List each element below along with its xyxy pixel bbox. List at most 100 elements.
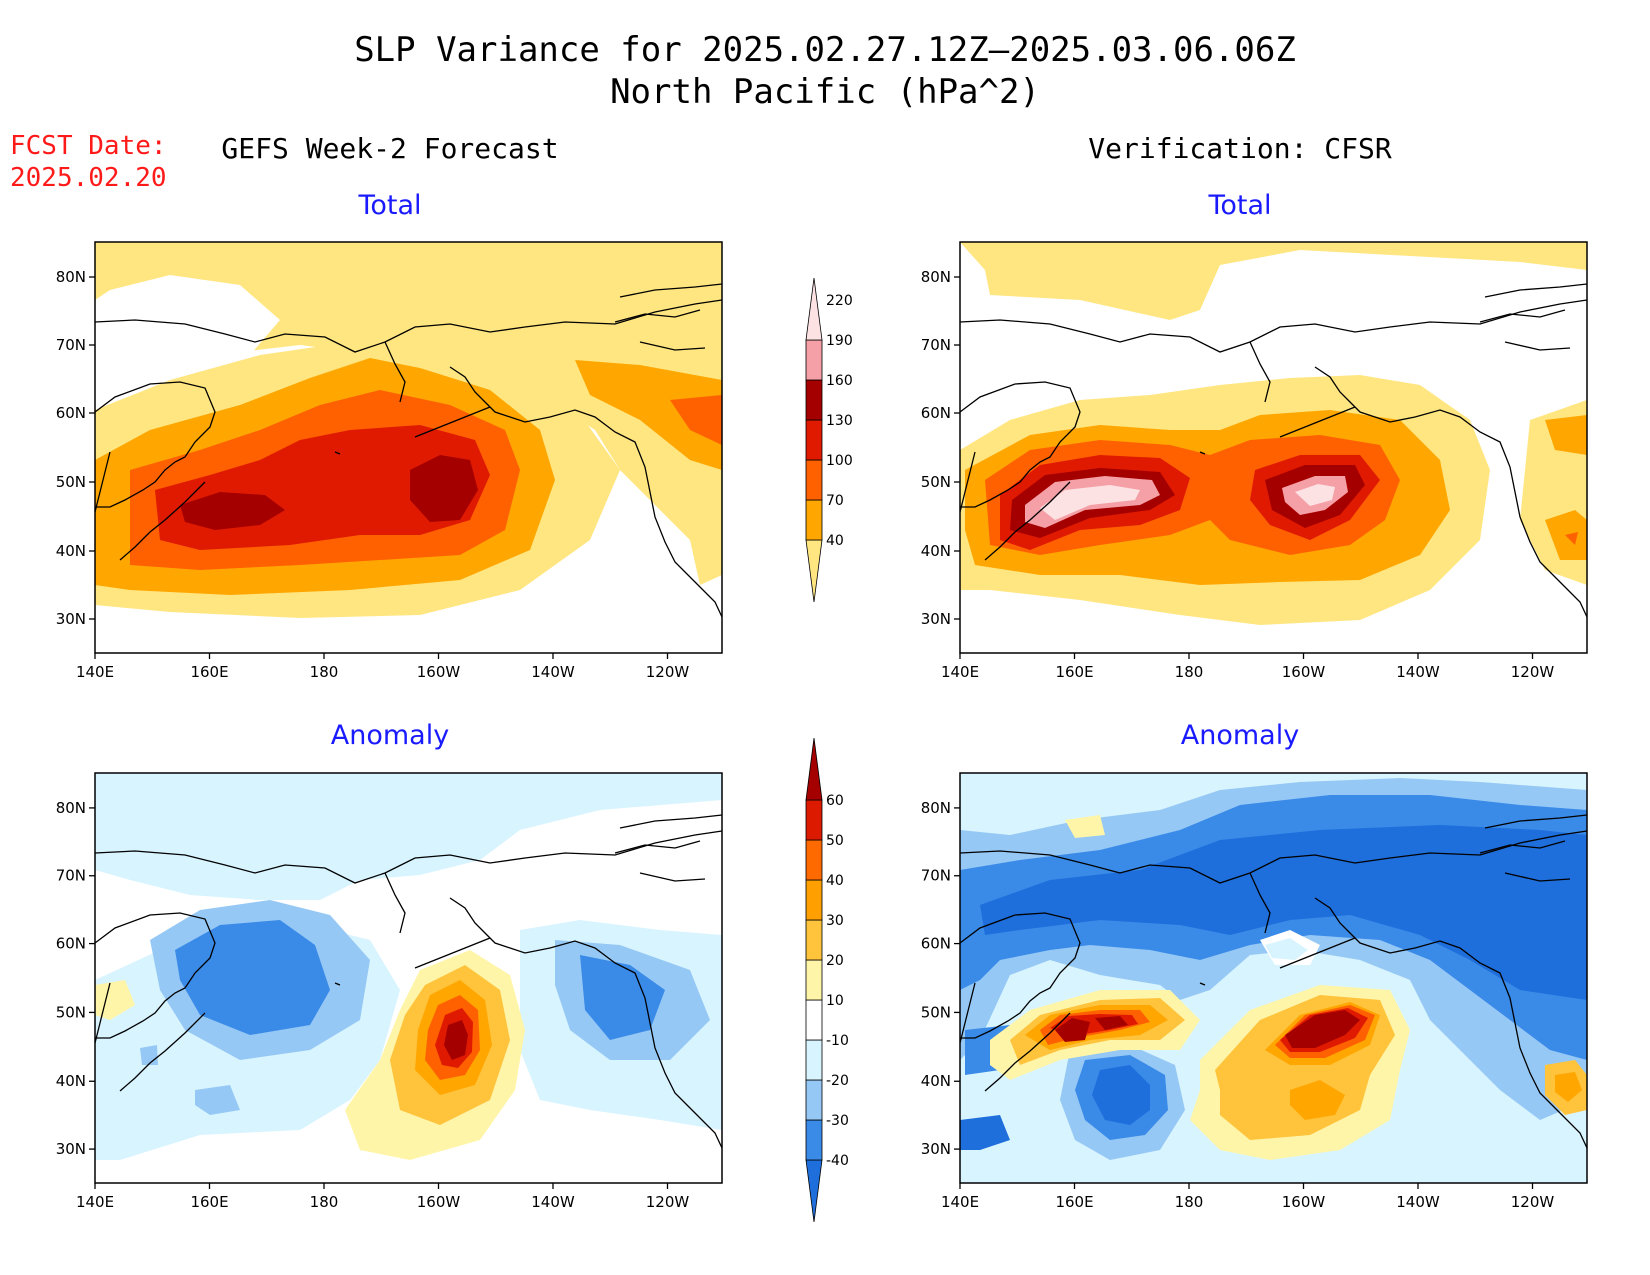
colorbar-anomaly-swatch-7 [805,879,823,921]
br-dred-east [1285,1010,1360,1048]
colorbar-anomaly-swatch-5 [805,959,823,1001]
lon-label-br-1: 160E [1055,1193,1093,1211]
colorbar-anomaly-level-9: 60 [826,793,844,809]
br-dred-west [1055,1018,1090,1042]
colorbar-anomaly-level-4: 10 [826,993,844,1009]
lon-label-br-2: 180 [1175,1193,1204,1211]
panel-title-gefs-anomaly: Anomaly [330,720,450,751]
colorbar-total-swatch-6 [805,277,823,341]
main-title: SLP Variance for 2025.02.27.12Z–2025.03.… [354,30,1296,70]
colorbar-anomaly-swatch-10 [805,737,823,801]
lat-label-tl-1: 40N [56,542,86,560]
bl-dred [444,1020,468,1060]
lat-label-tr-3: 60N [921,404,951,422]
frame-tr [959,241,1588,654]
colorbar-total-level-3: 130 [826,413,853,429]
lon-label-br-0: 140E [941,1193,979,1211]
lat-label-bl-2: 50N [56,1003,86,1021]
colorbar-total-swatch-5 [805,339,823,381]
colorbar-anomaly-level-2: -20 [826,1073,849,1089]
lon-label-tl-0: 140E [76,663,114,681]
lon-label-bl-1: 160E [190,1193,228,1211]
bl-yellow-small [95,980,135,1020]
colorbar-total-level-2: 100 [826,453,853,469]
br-orange-blob [1290,1080,1345,1120]
tl-dred-west [180,492,285,530]
lon-label-br-3: 160W [1282,1193,1326,1211]
axes-layer: 140E 160E 180 160W 140W 120W 30N 40N 50N 60N 70N 80… [56,268,1555,1211]
lon-label-tl-4: 140W [531,663,575,681]
lat-label-tr-1: 40N [921,542,951,560]
lat-label-tl-3: 60N [56,404,86,422]
lon-label-bl-3: 160W [417,1193,461,1211]
lat-label-bl-5: 80N [56,799,86,817]
frame-tl [94,241,723,654]
br-dred-west2 [1095,1016,1128,1030]
right-column-title: Verification: CFSR [1088,132,1392,165]
frame-bl [94,772,723,1184]
fcst-date: 2025.02.20 [10,163,167,193]
lat-label-br-5: 80N [921,799,951,817]
lon-label-tl-3: 160W [417,663,461,681]
lat-label-tr-0: 30N [921,610,951,628]
tl-white-cut [95,275,280,410]
colorbar-total-swatch-2 [805,459,823,501]
colorbar-total-swatch-1 [805,499,823,541]
lat-label-br-1: 40N [921,1072,951,1090]
bl-mblue-east [580,955,665,1040]
panel-title-cfsr-anomaly: Anomaly [1180,720,1300,751]
colorbar-total-level-1: 70 [826,493,844,509]
colorbar-total-level-6: 220 [826,293,853,309]
lon-label-tr-2: 180 [1175,663,1204,681]
panel-title-gefs-total: Total [358,190,422,221]
colorbar-anomaly-swatch-9 [805,799,823,841]
tl-dorange-east [670,395,722,445]
lat-label-bl-3: 60N [56,935,86,953]
colorbar-anomaly-swatch-0 [805,1159,823,1223]
lat-label-bl-0: 30N [56,1140,86,1158]
map-panel-gefs-total [95,242,722,653]
tr-lpink-east [1295,484,1335,506]
map-panel-gefs-anomaly [95,773,722,1183]
lon-label-bl-2: 180 [310,1193,339,1211]
lon-label-tl-1: 160E [190,663,228,681]
colorbar-total-level-5: 190 [826,333,853,349]
tr-lpink [1040,485,1140,520]
lat-label-tl-5: 80N [56,268,86,286]
br-orange-far-east [1555,1072,1582,1102]
tl-dred-east [410,455,478,522]
lat-label-br-2: 50N [921,1003,951,1021]
colorbar-anomaly-level-8: 50 [826,833,844,849]
bl-cyan-top [95,773,722,900]
lat-label-br-0: 30N [921,1140,951,1158]
lat-label-bl-1: 40N [56,1072,86,1090]
lat-label-tr-4: 70N [921,336,951,354]
map-panel-cfsr-total [960,242,1587,653]
colorbar-layer: 40 70 100 130 160 190 220 -40 -30 -20 -10 10 20 30 40 5… [805,277,853,1223]
lon-label-bl-0: 140E [76,1193,114,1211]
lat-label-bl-4: 70N [56,867,86,885]
colorbar-anomaly-swatch-6 [805,919,823,961]
colorbar-anomaly-level-7: 40 [826,873,844,889]
colorbar-anomaly-level-0: -40 [826,1153,849,1169]
lat-label-tr-2: 50N [921,473,951,491]
left-column-title: GEFS Week-2 Forecast [221,132,559,165]
colorbar-anomaly-level-3: -10 [826,1033,849,1049]
colorbar-anomaly-swatch-1 [805,1119,823,1161]
lon-label-tr-4: 140W [1396,663,1440,681]
colorbar-anomaly-level-6: 30 [826,913,844,929]
br-yellow-top [1065,815,1105,838]
tr-orange-east [1545,415,1587,455]
lon-label-bl-5: 120W [646,1193,690,1211]
lon-label-bl-4: 140W [531,1193,575,1211]
frame-br [959,772,1588,1184]
colorbar-total-swatch-3 [805,419,823,461]
br-cyan-cut [1265,938,1308,960]
tl-orange-east [575,360,722,470]
panel-title-cfsr-total: Total [1208,190,1272,221]
lon-label-tr-5: 120W [1511,663,1555,681]
lat-label-br-3: 60N [921,935,951,953]
lon-label-tr-3: 160W [1282,663,1326,681]
colorbar-total-level-0: 40 [826,533,844,549]
